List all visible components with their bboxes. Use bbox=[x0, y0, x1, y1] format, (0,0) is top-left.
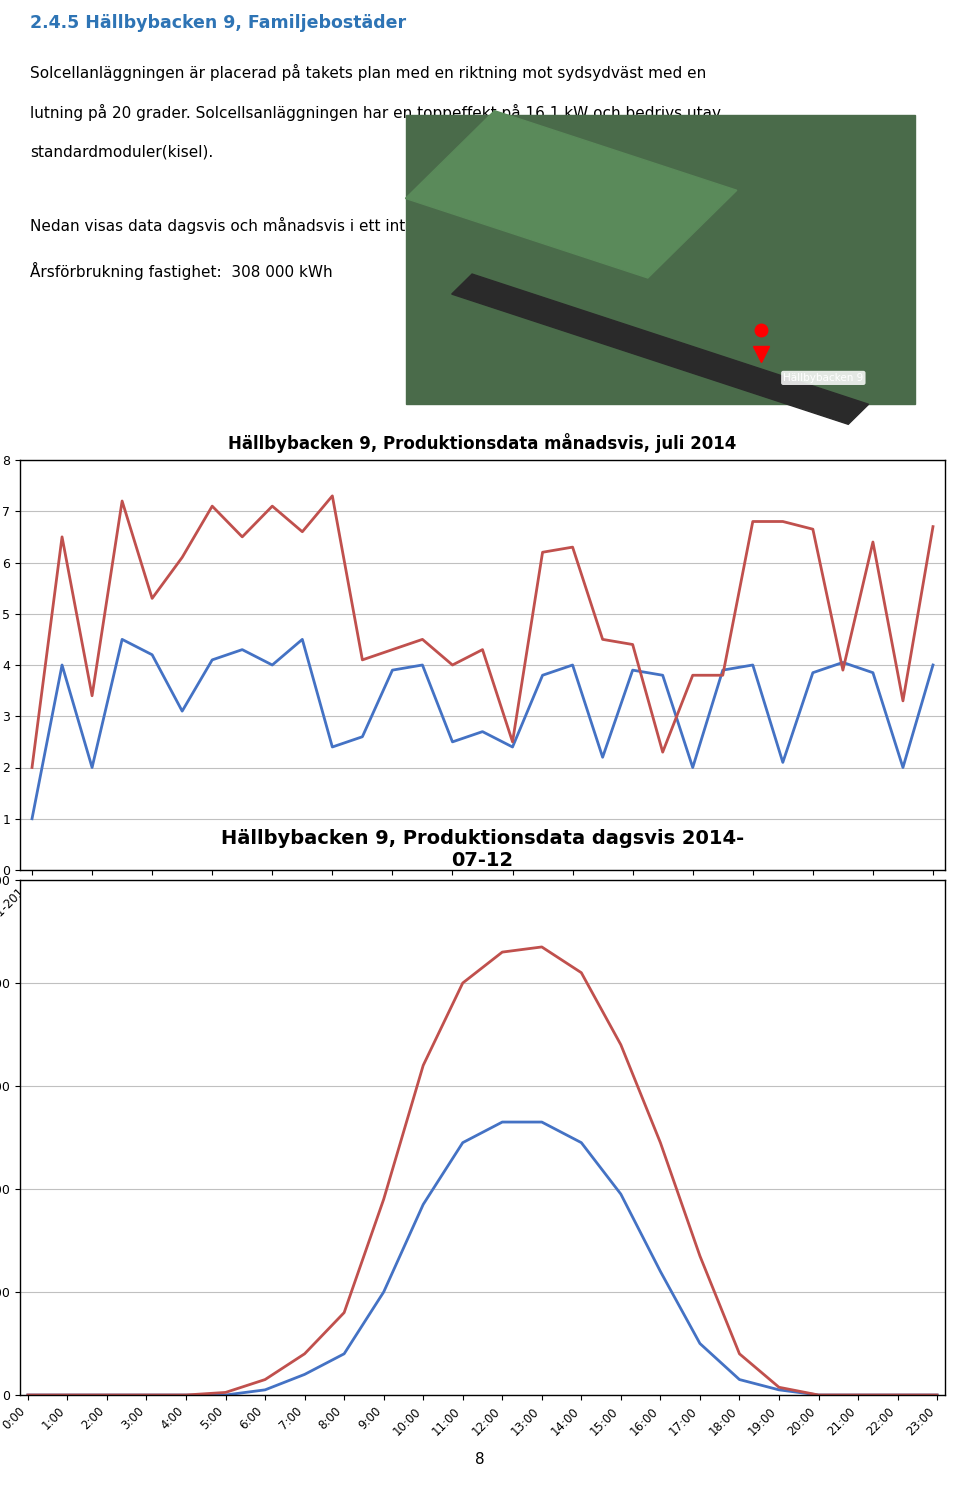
Text: 2.4.5 Hällbybacken 9, Familjebostäder: 2.4.5 Hällbybacken 9, Familjebostäder bbox=[30, 13, 406, 31]
Text: 8: 8 bbox=[475, 1453, 485, 1468]
Text: standardmoduler(kisel).: standardmoduler(kisel). bbox=[30, 145, 213, 160]
Text: Årsförbrukning fastighet:  308 000 kWh: Årsförbrukning fastighet: 308 000 kWh bbox=[30, 262, 332, 280]
Bar bbox=[406, 115, 915, 404]
Text: lutning på 20 grader. Solcellsanläggningen har en toppeffekt på 16,1 kW och bedr: lutning på 20 grader. Solcellsanläggning… bbox=[30, 105, 721, 121]
Bar bbox=[405, 111, 737, 278]
Title: Hällbybacken 9, Produktionsdata månadsvis, juli 2014: Hällbybacken 9, Produktionsdata månadsvi… bbox=[228, 432, 736, 453]
Legend: Normerad Produktion [Wh/kW], Modulplan Instrålning [kWh/kvm]: Normerad Produktion [Wh/kW], Modulplan I… bbox=[54, 1028, 570, 1052]
Text: Nedan visas data dagsvis och månadsvis i ett intervall mellan april-juli.: Nedan visas data dagsvis och månadsvis i… bbox=[30, 217, 576, 233]
Bar bbox=[452, 274, 869, 425]
Text: Solcellanläggningen är placerad på takets plan med en riktning mot sydsydväst me: Solcellanläggningen är placerad på taket… bbox=[30, 63, 707, 81]
Text: Hällbybacken 9: Hällbybacken 9 bbox=[783, 373, 863, 383]
Title: Hällbybacken 9, Produktionsdata dagsvis 2014-
07-12: Hällbybacken 9, Produktionsdata dagsvis … bbox=[221, 829, 744, 871]
